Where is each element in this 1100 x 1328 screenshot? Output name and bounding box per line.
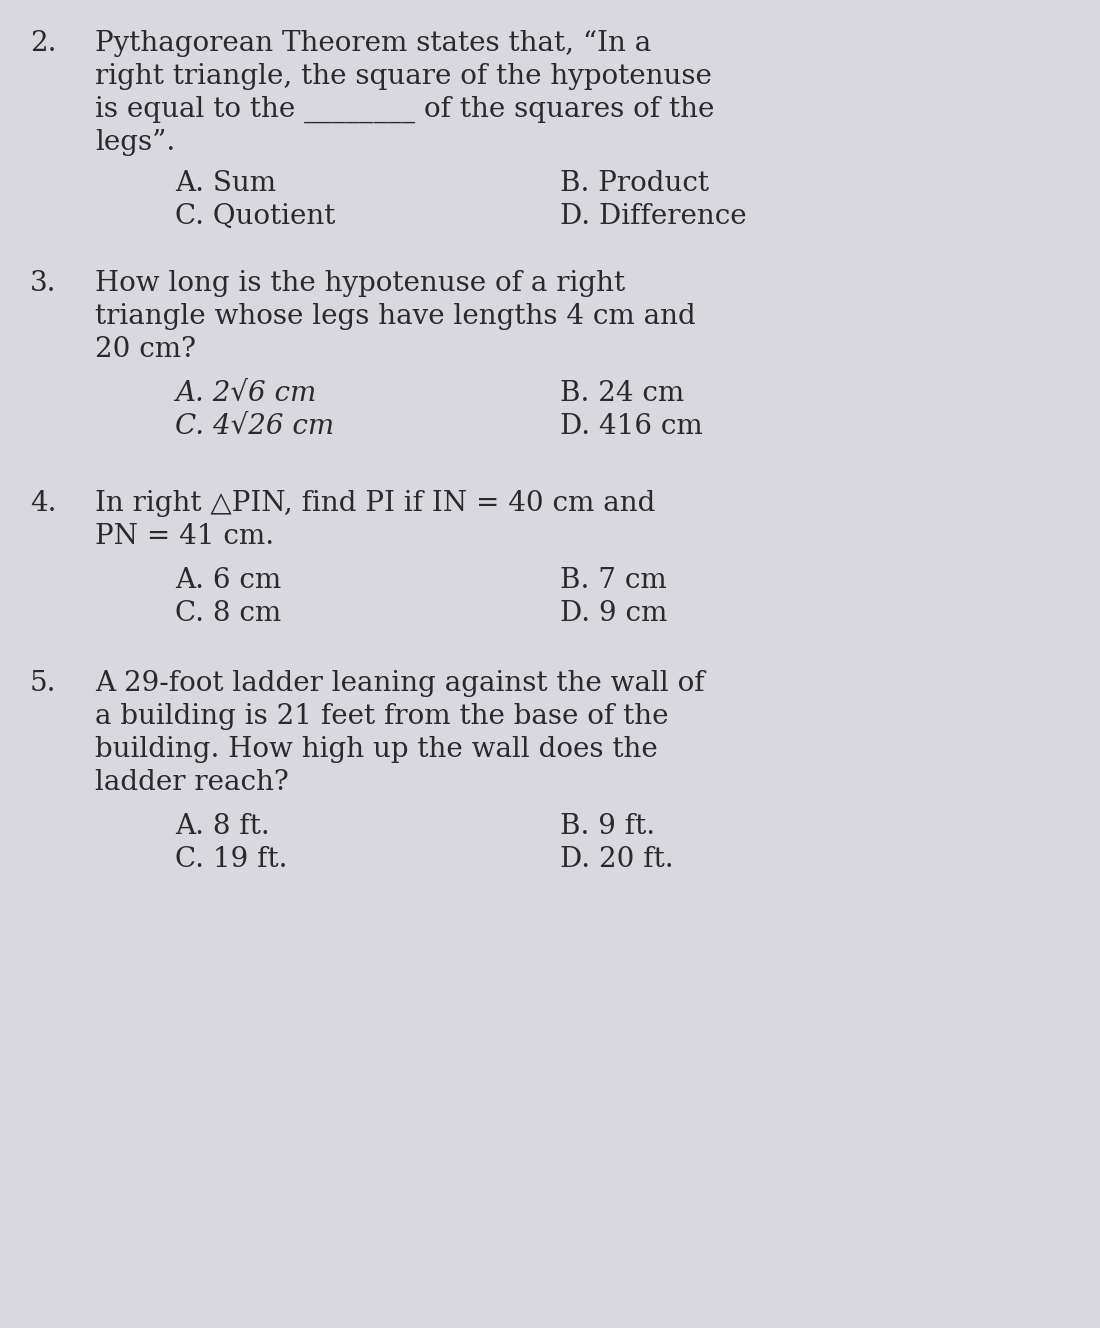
Text: C. Quotient: C. Quotient [175,203,336,230]
Text: A. 6 cm: A. 6 cm [175,567,282,594]
Text: B. Product: B. Product [560,170,710,197]
Text: 3.: 3. [30,270,56,297]
Text: A 29-foot ladder leaning against the wall of: A 29-foot ladder leaning against the wal… [95,671,705,697]
Text: is equal to the ________ of the squares of the: is equal to the ________ of the squares … [95,96,714,124]
Text: ladder reach?: ladder reach? [95,769,288,795]
Text: A. 2√6 cm: A. 2√6 cm [175,380,317,406]
Text: In right △PIN, find PI if IN = 40 cm and: In right △PIN, find PI if IN = 40 cm and [95,490,656,517]
Text: 20 cm?: 20 cm? [95,336,196,363]
Text: 2.: 2. [30,31,56,57]
Text: C. 19 ft.: C. 19 ft. [175,846,287,872]
Text: legs”.: legs”. [95,129,175,155]
Text: Pythagorean Theorem states that, “In a: Pythagorean Theorem states that, “In a [95,31,651,57]
Text: D. Difference: D. Difference [560,203,747,230]
Text: B. 7 cm: B. 7 cm [560,567,667,594]
Text: 4.: 4. [30,490,56,517]
Text: A. 8 ft.: A. 8 ft. [175,813,270,841]
Text: B. 24 cm: B. 24 cm [560,380,684,406]
Text: D. 416 cm: D. 416 cm [560,413,703,440]
Text: D. 20 ft.: D. 20 ft. [560,846,673,872]
Text: triangle whose legs have lengths 4 cm and: triangle whose legs have lengths 4 cm an… [95,303,695,329]
Text: 5.: 5. [30,671,56,697]
Text: C. 4√26 cm: C. 4√26 cm [175,413,334,440]
Text: C. 8 cm: C. 8 cm [175,600,282,627]
Text: How long is the hypotenuse of a right: How long is the hypotenuse of a right [95,270,625,297]
Text: B. 9 ft.: B. 9 ft. [560,813,656,841]
Text: building. How high up the wall does the: building. How high up the wall does the [95,736,658,764]
Text: right triangle, the square of the hypotenuse: right triangle, the square of the hypote… [95,62,712,90]
Text: A. Sum: A. Sum [175,170,276,197]
Text: D. 9 cm: D. 9 cm [560,600,668,627]
Text: a building is 21 feet from the base of the: a building is 21 feet from the base of t… [95,703,669,730]
Text: PN = 41 cm.: PN = 41 cm. [95,523,274,550]
